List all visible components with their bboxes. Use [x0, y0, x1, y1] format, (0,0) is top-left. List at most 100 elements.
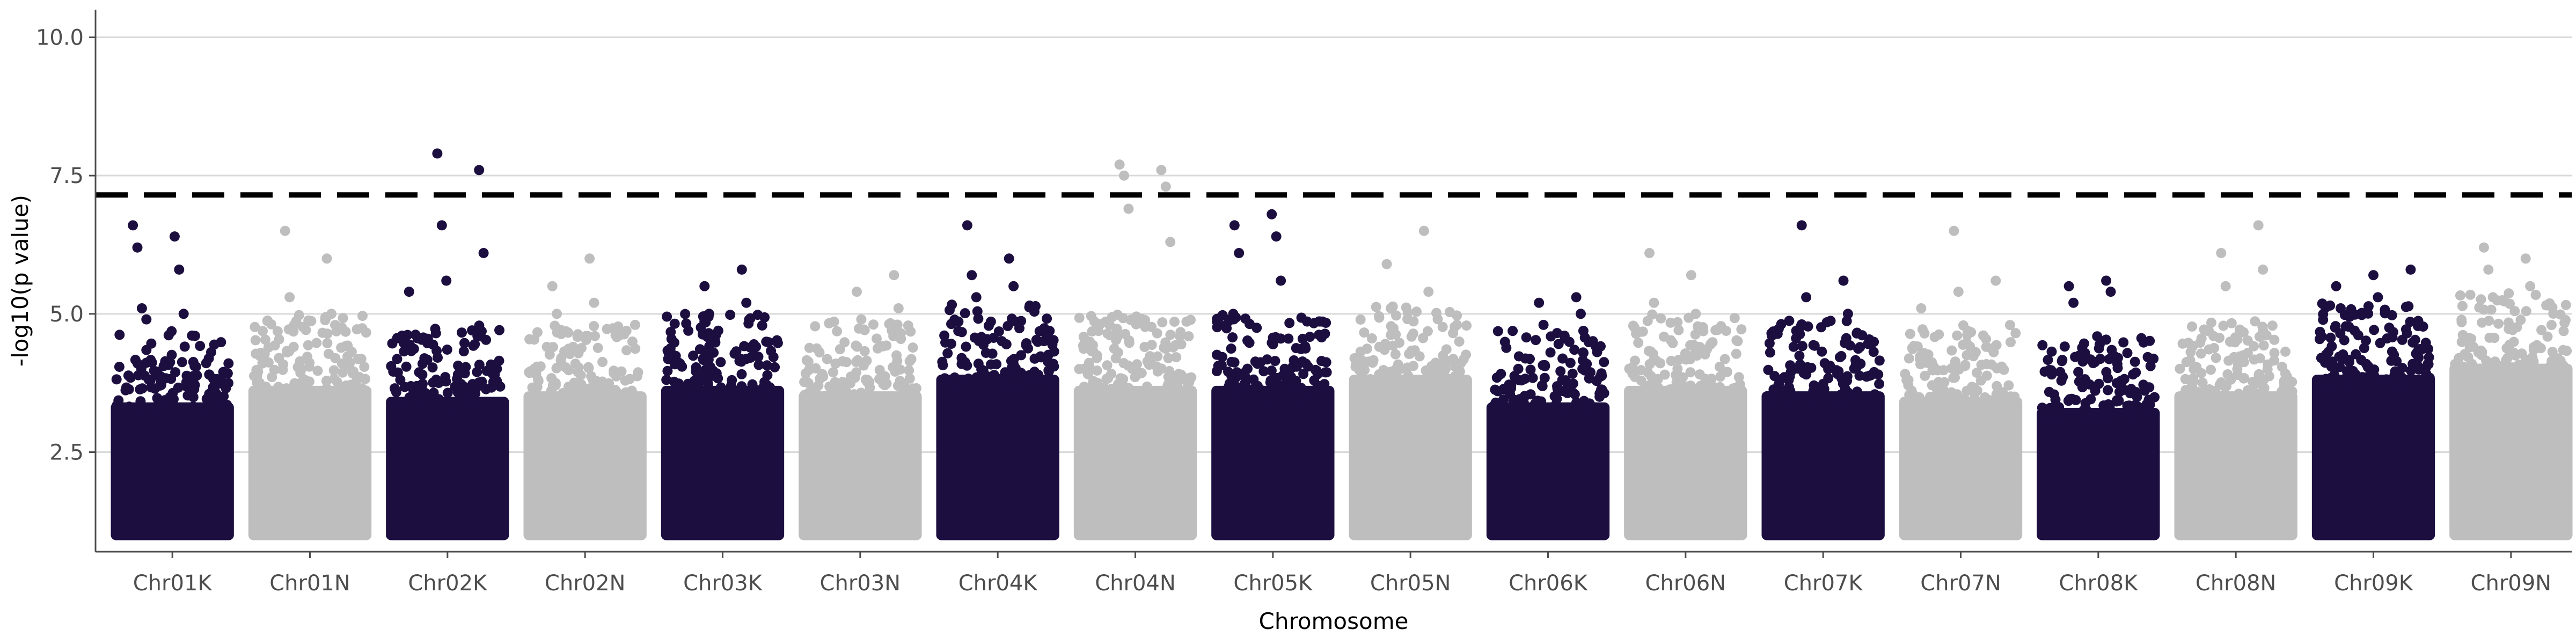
- data-point: [835, 344, 845, 355]
- data-point: [814, 347, 825, 358]
- data-point: [1656, 313, 1666, 324]
- data-point: [2421, 369, 2432, 379]
- data-point: [1505, 389, 1516, 399]
- data-point: [2423, 343, 2433, 354]
- data-point: [2211, 353, 2221, 363]
- data-point: [1392, 379, 1403, 390]
- data-point: [973, 313, 984, 324]
- data-point: [192, 370, 202, 380]
- data-point: [1492, 407, 1503, 418]
- data-point: [1359, 327, 1370, 338]
- data-point: [114, 330, 125, 340]
- data-point: [1430, 376, 1440, 387]
- data-point: [2387, 346, 2397, 357]
- peak-point: [1267, 209, 1277, 219]
- peak-point: [1418, 225, 1429, 236]
- data-point: [1851, 328, 1862, 339]
- data-point: [2222, 369, 2233, 379]
- data-point: [329, 374, 340, 384]
- data-point: [1169, 317, 1180, 327]
- data-point: [2009, 398, 2019, 408]
- data-point: [768, 352, 779, 362]
- data-point: [2188, 373, 2199, 384]
- data-point: [724, 386, 735, 397]
- data-point: [2418, 321, 2428, 332]
- data-point: [1430, 357, 1441, 368]
- data-point: [1409, 345, 1420, 356]
- data-point: [2344, 354, 2354, 365]
- data-point: [338, 313, 348, 324]
- data-point: [2508, 336, 2519, 347]
- peak-point: [2483, 264, 2494, 275]
- data-point: [1403, 372, 1414, 383]
- data-point: [762, 360, 772, 371]
- data-point: [969, 332, 980, 343]
- data-point: [2484, 332, 2495, 343]
- data-point: [462, 383, 472, 393]
- data-point: [2555, 355, 2566, 366]
- data-point: [1458, 354, 1469, 365]
- data-point: [1171, 352, 1182, 363]
- data-point: [274, 353, 284, 363]
- data-point: [1922, 357, 1933, 368]
- data-point: [1092, 365, 1102, 376]
- data-point: [1685, 367, 1696, 378]
- data-point: [1553, 339, 1564, 349]
- data-point: [1041, 378, 1052, 389]
- data-point: [1733, 372, 1744, 383]
- data-point: [1374, 341, 1385, 352]
- data-point: [1929, 332, 1940, 342]
- data-point: [359, 362, 370, 372]
- data-point: [773, 390, 784, 400]
- data-point: [204, 369, 215, 380]
- x-tick-label: Chr01K: [133, 571, 213, 596]
- data-point: [2090, 357, 2101, 367]
- data-point: [2465, 289, 2476, 300]
- data-point: [665, 327, 676, 337]
- peak-point: [2405, 264, 2416, 275]
- data-point: [627, 336, 638, 347]
- data-point: [2255, 331, 2265, 342]
- data-point: [2077, 342, 2088, 353]
- data-point: [2259, 393, 2270, 404]
- data-point: [1170, 340, 1181, 350]
- data-point: [2125, 388, 2135, 399]
- data-point: [1539, 372, 1550, 383]
- data-point: [2269, 396, 2280, 407]
- data-point: [1440, 364, 1451, 375]
- data-point: [2003, 380, 2014, 391]
- data-point: [2175, 363, 2185, 374]
- peak-point: [1165, 237, 1176, 247]
- peak-point: [893, 303, 904, 313]
- x-tick-label: Chr04N: [1095, 571, 1176, 596]
- peak-point: [441, 275, 452, 286]
- y-tick-label: 10.0: [36, 26, 84, 50]
- data-point: [747, 379, 758, 390]
- data-point: [1803, 321, 1813, 332]
- data-point: [1212, 322, 1223, 333]
- dense-points-chr07n: [1899, 397, 2023, 540]
- peak-point: [1690, 309, 1701, 319]
- data-point: [953, 326, 964, 336]
- data-point: [763, 337, 774, 348]
- data-point: [1211, 366, 1222, 377]
- data-point: [2196, 333, 2207, 344]
- peak-point: [169, 231, 180, 242]
- peak-point: [2105, 287, 2116, 297]
- data-point: [611, 332, 622, 342]
- data-point: [1841, 333, 1851, 343]
- data-point: [1796, 392, 1807, 402]
- data-point: [1103, 385, 1114, 396]
- dense-points-chr04k: [936, 375, 1059, 540]
- data-point: [1102, 360, 1113, 371]
- data-point: [702, 378, 713, 389]
- data-point: [865, 382, 875, 393]
- data-point: [1825, 361, 1835, 372]
- peak-point: [1796, 220, 1807, 231]
- data-point: [904, 356, 915, 367]
- peak-point: [1114, 159, 1125, 170]
- data-point: [1927, 380, 1937, 391]
- peak-point: [478, 248, 489, 258]
- data-point: [2059, 341, 2070, 352]
- data-point: [705, 369, 715, 380]
